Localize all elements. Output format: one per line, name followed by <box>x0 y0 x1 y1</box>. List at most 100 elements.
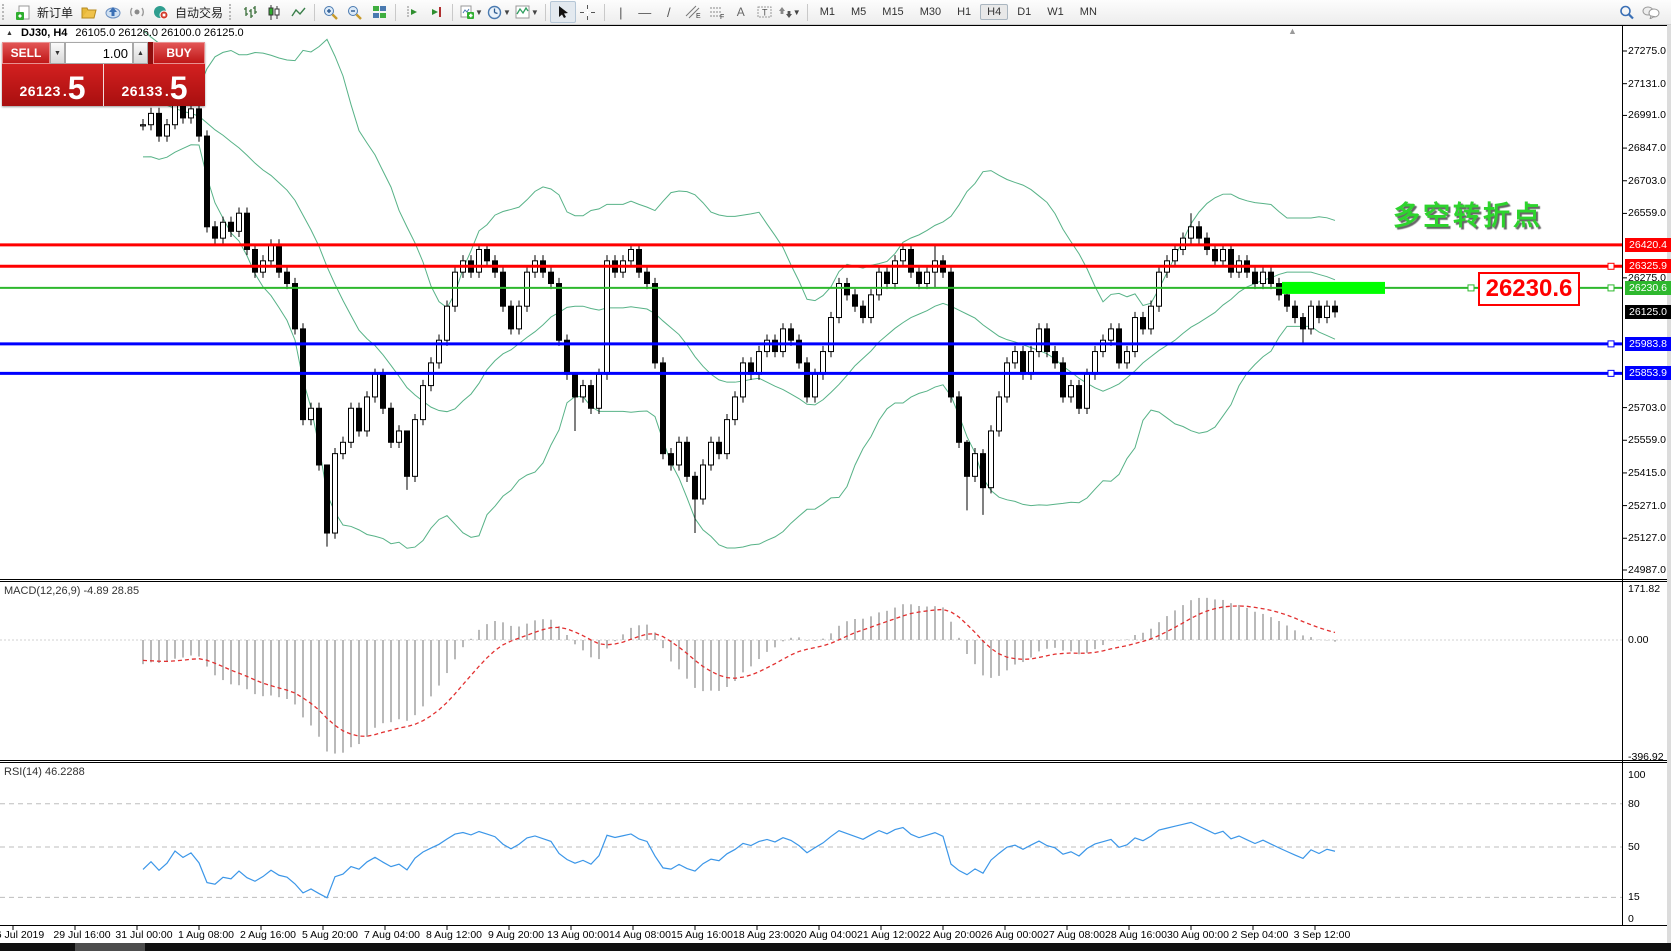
price-axis-label: 26703.0 <box>1628 174 1666 187</box>
buy-button[interactable]: BUY <box>153 42 205 64</box>
candle <box>660 362 666 455</box>
candle <box>1052 351 1058 364</box>
text-tool-button[interactable]: A <box>729 2 753 22</box>
rsi-indicator-label: RSI(14) 46.2288 <box>4 766 85 778</box>
timeframe-m1-button[interactable]: M1 <box>819 6 835 18</box>
time-axis-label: 21 Aug 12:00 <box>857 929 919 941</box>
indicators-button[interactable]: ▼ <box>513 2 541 22</box>
new-order-button[interactable] <box>11 2 35 22</box>
new-chart-button[interactable]: ▼ <box>457 2 485 22</box>
autotrade-button[interactable] <box>149 2 173 22</box>
chart-symbol-title: DJ30, H4 <box>20 27 68 39</box>
toolbar-separator <box>544 3 546 21</box>
horizontal-line-icon: — <box>638 4 652 20</box>
toolbar-grip[interactable] <box>229 4 236 20</box>
time-axis-label: 7 Aug 04:00 <box>363 929 421 941</box>
tile-windows-button[interactable] <box>367 2 391 22</box>
price-level-badge[interactable]: 26325.9 <box>1625 259 1671 274</box>
equidistant-channel-tool-button[interactable]: E <box>681 2 705 22</box>
price-level-badge[interactable]: 26125.0 <box>1625 304 1671 319</box>
macd-pane[interactable] <box>0 581 1622 760</box>
candle <box>292 283 298 330</box>
line-handle[interactable] <box>1607 284 1615 292</box>
line-handle[interactable] <box>1607 369 1615 377</box>
highlight-zone[interactable] <box>1282 281 1385 294</box>
price-level-badge[interactable]: 25853.9 <box>1625 366 1671 381</box>
candle <box>516 305 522 330</box>
candle <box>364 396 370 432</box>
chart-shift-marker[interactable]: ▲ <box>1288 26 1297 36</box>
price-axis-label: 26559.0 <box>1628 207 1666 220</box>
toolbar-separator <box>452 3 454 21</box>
price-level-badge[interactable]: 25983.8 <box>1625 336 1671 351</box>
price-callout-box[interactable]: 26230.6 <box>1478 272 1580 306</box>
cursor-tool-button[interactable] <box>549 1 576 23</box>
line-handle[interactable] <box>1607 262 1615 270</box>
bar-chart-button[interactable] <box>238 2 262 22</box>
price-axis-label: 25271.0 <box>1628 499 1666 512</box>
zoom-out-button[interactable] <box>343 2 367 22</box>
timeframe-w1-button[interactable]: W1 <box>1047 6 1064 18</box>
timeframe-m5-button[interactable]: M5 <box>851 6 867 18</box>
volume-increase-button[interactable]: ▲ <box>133 42 148 64</box>
price-axis-label: 26991.0 <box>1628 109 1666 122</box>
buy-price[interactable]: 26133 . 5 <box>104 64 205 106</box>
new-order-label[interactable]: 新订单 <box>37 5 74 20</box>
volume-decrease-button[interactable]: ▼ <box>50 42 65 64</box>
candle <box>436 339 442 364</box>
time-axis-label: 3 Sep 12:00 <box>1293 929 1351 941</box>
timeframe-mn-button[interactable]: MN <box>1079 6 1097 18</box>
price-axis-label: 26847.0 <box>1628 142 1666 155</box>
search-button[interactable] <box>1615 2 1639 22</box>
crosshair-tool-button[interactable] <box>576 2 600 22</box>
candlestick-chart-button[interactable] <box>262 2 286 22</box>
signal-button[interactable] <box>125 2 149 22</box>
sell-price[interactable]: 26123 . 5 <box>2 64 104 106</box>
sell-button[interactable]: SELL <box>2 42 50 64</box>
vertical-line-icon: | <box>619 4 623 20</box>
rsi-pane[interactable] <box>0 763 1622 925</box>
main-chart-pane[interactable] <box>0 25 1622 579</box>
timeframe-h4-button[interactable]: H4 <box>980 4 1009 20</box>
price-level-badge[interactable]: 26420.4 <box>1625 237 1671 252</box>
line-handle[interactable] <box>1607 340 1615 348</box>
callout-anchor-handle[interactable] <box>1467 284 1475 292</box>
zoom-in-button[interactable] <box>319 2 343 22</box>
autoscroll-button[interactable] <box>424 2 448 22</box>
collapse-panel-icon[interactable]: ▲ <box>6 29 13 37</box>
publish-button[interactable] <box>101 2 125 22</box>
arrows-tool-button[interactable]: ▼ <box>777 2 803 22</box>
vertical-line-tool-button[interactable]: | <box>609 2 633 22</box>
candle <box>860 305 866 319</box>
candle <box>476 248 482 273</box>
taskbar-segment[interactable] <box>75 943 145 951</box>
horizontal-line-tool-button[interactable]: — <box>633 2 657 22</box>
volume-input[interactable] <box>65 42 133 64</box>
toolbar-grip[interactable] <box>2 4 9 20</box>
timeframe-m30-button[interactable]: M30 <box>919 6 942 18</box>
timeframe-h1-button[interactable]: H1 <box>957 6 972 18</box>
time-axis-label: 8 Aug 12:00 <box>425 929 483 941</box>
timeframe-m15-button[interactable]: M15 <box>882 6 904 18</box>
sell-price-main: 26123 <box>19 83 61 99</box>
favorites-button[interactable] <box>77 2 101 22</box>
buy-price-big-digit: 5 <box>169 70 188 106</box>
candle <box>980 453 986 489</box>
price-axis-label: 25703.0 <box>1628 401 1666 414</box>
line-chart-button[interactable] <box>286 2 310 22</box>
chat-button[interactable] <box>1639 2 1663 22</box>
price-level-badge[interactable]: 26230.6 <box>1625 280 1671 295</box>
profiles-button[interactable]: ▼ <box>485 2 513 22</box>
trendline-tool-button[interactable]: / <box>657 2 681 22</box>
timeframe-d1-button[interactable]: D1 <box>1017 6 1032 18</box>
chart-text-annotation[interactable]: 多空转折点 <box>1393 201 1543 231</box>
svg-text:F: F <box>720 14 724 19</box>
autotrade-label[interactable]: 自动交易 <box>175 5 224 20</box>
time-axis[interactable]: 6 Jul 2019 29 Jul 16:00 31 Jul 00:00 1 Aug … <box>0 926 1622 943</box>
candle <box>500 271 506 307</box>
rsi-axis-label: 80 <box>1628 797 1640 810</box>
label-tool-button[interactable]: T <box>753 2 777 22</box>
fibonacci-tool-button[interactable]: F <box>705 2 729 22</box>
candle <box>804 362 810 398</box>
chart-shift-button[interactable] <box>400 2 424 22</box>
